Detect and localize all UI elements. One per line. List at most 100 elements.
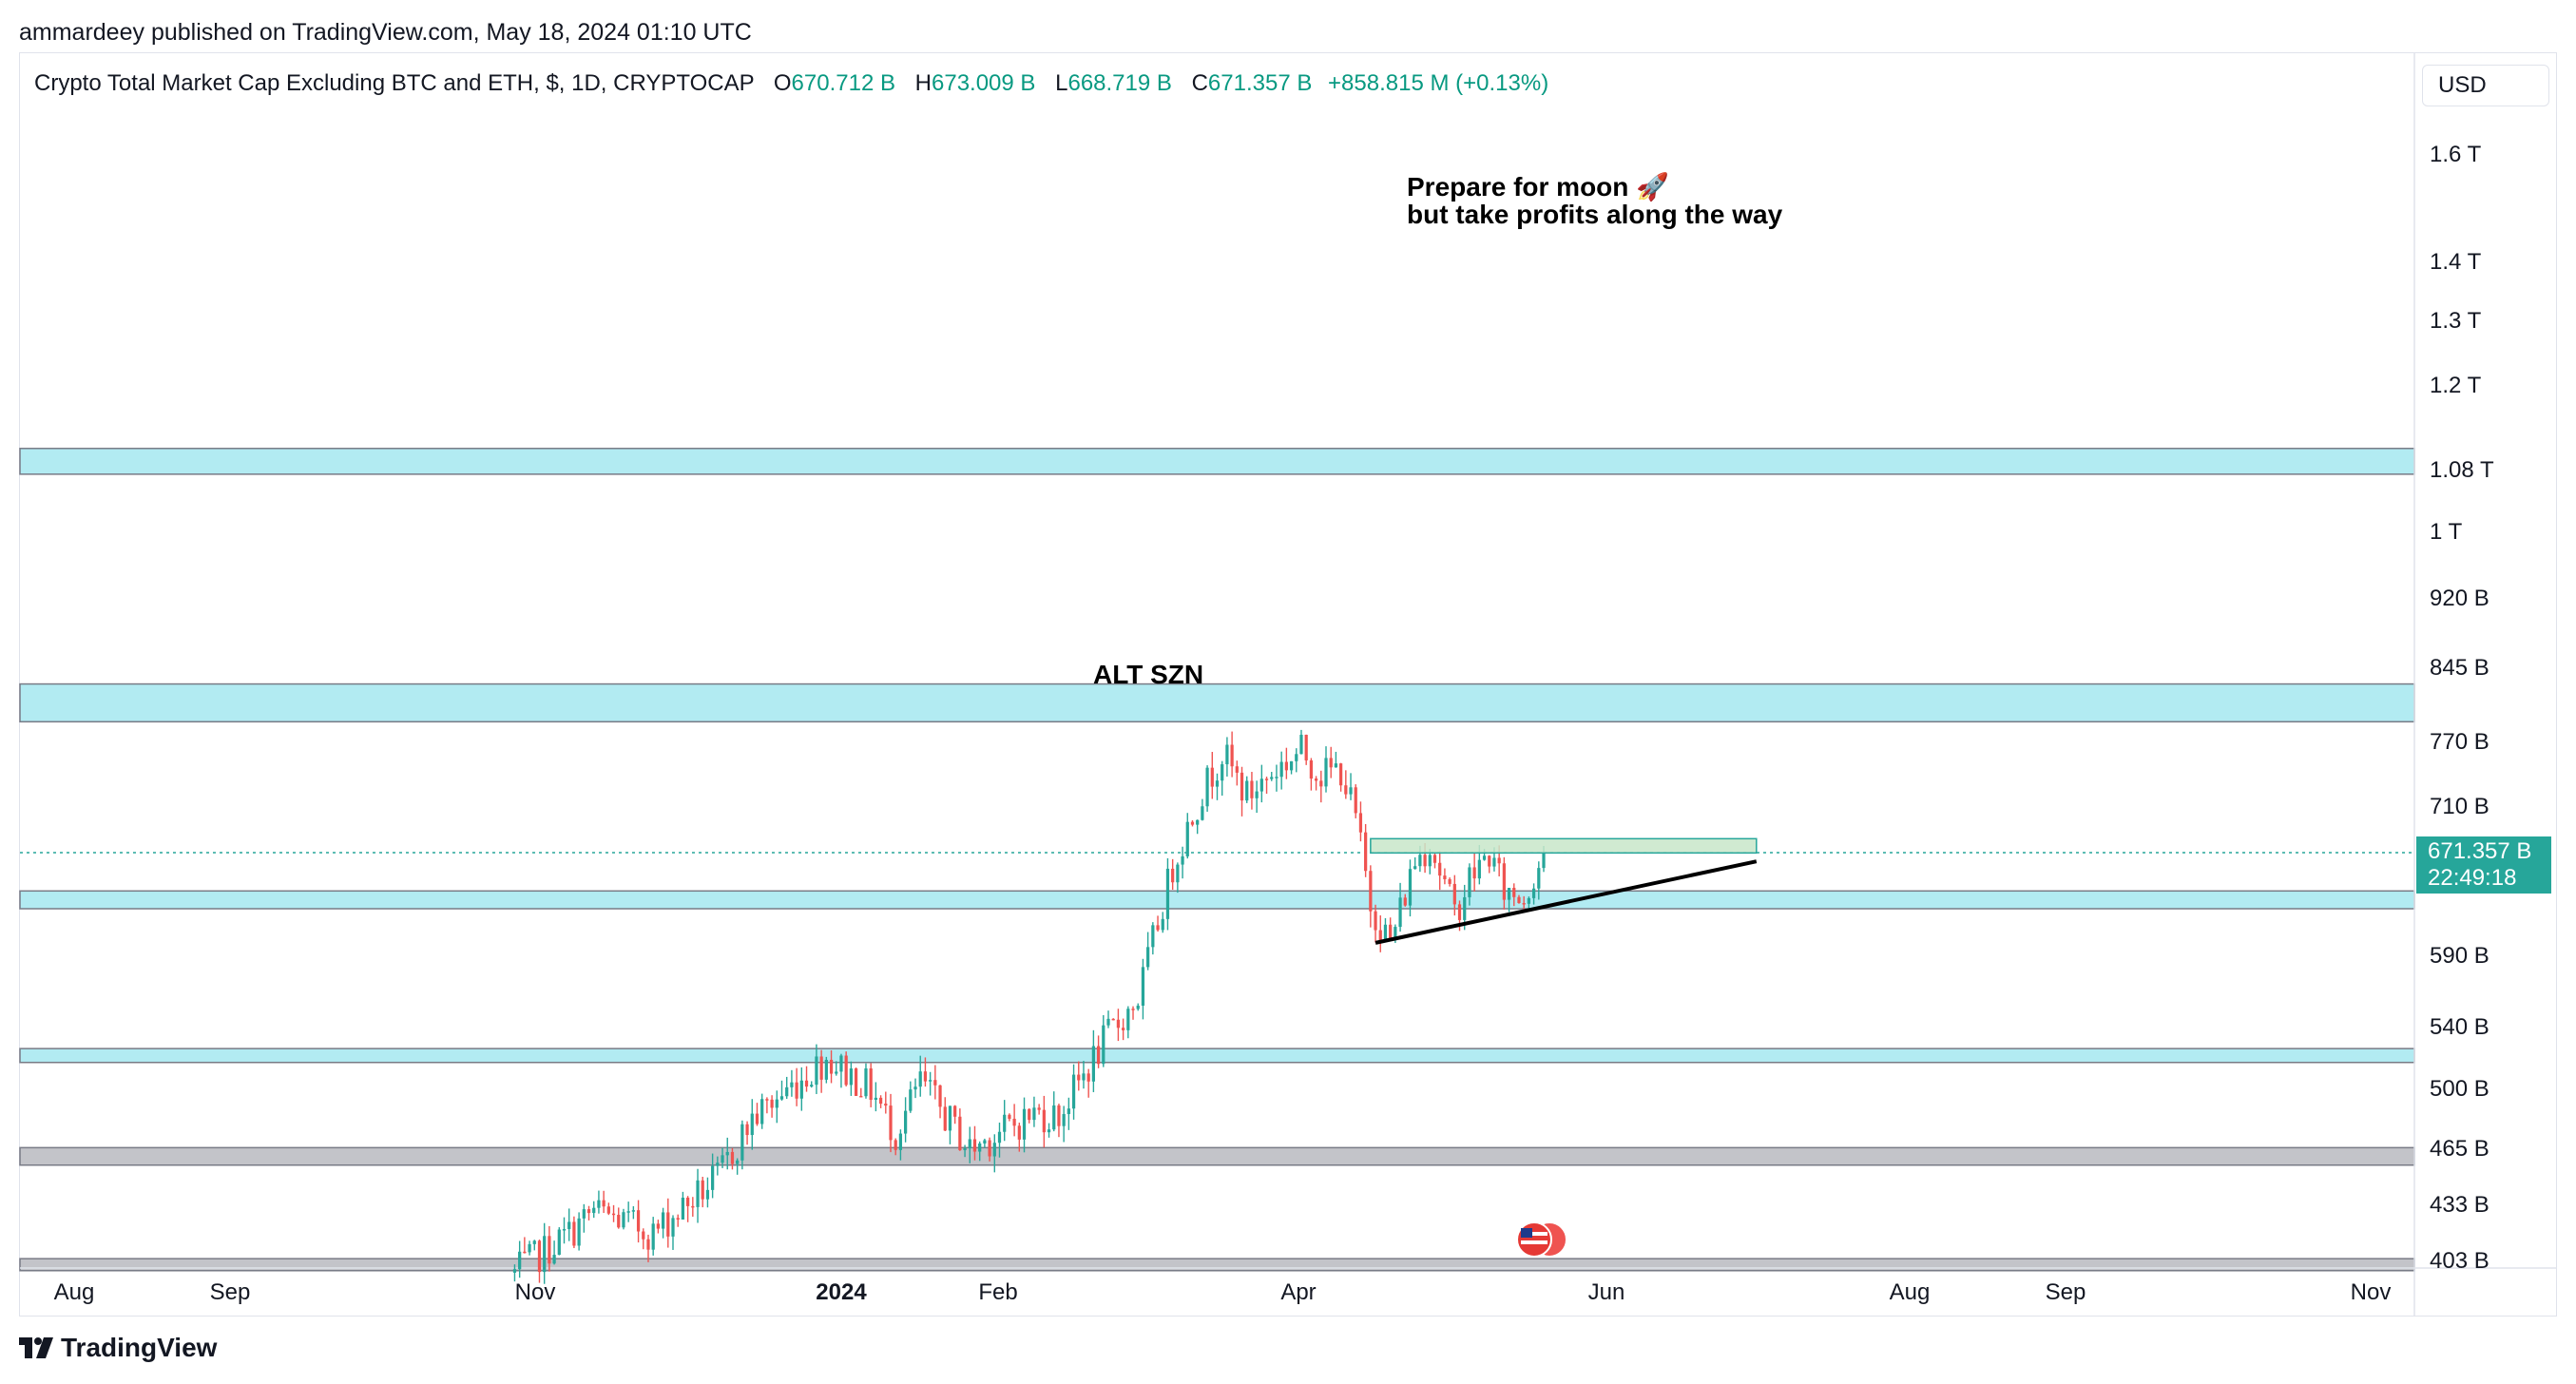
candle-body bbox=[1472, 867, 1476, 879]
candle-body bbox=[1482, 855, 1487, 860]
tradingview-logo[interactable]: TradingView bbox=[19, 1333, 217, 1363]
candle-body bbox=[1512, 887, 1516, 897]
candle-body bbox=[1452, 883, 1456, 905]
candle-body bbox=[557, 1229, 561, 1256]
candle-body bbox=[1012, 1118, 1016, 1126]
candle bbox=[1295, 748, 1298, 773]
candle bbox=[1408, 859, 1413, 917]
candle-body bbox=[572, 1221, 576, 1246]
candle-body bbox=[1334, 763, 1338, 768]
candle-body bbox=[1383, 924, 1388, 941]
candle bbox=[636, 1200, 641, 1243]
candle-body bbox=[790, 1082, 794, 1087]
candle bbox=[839, 1053, 843, 1088]
candle bbox=[537, 1240, 542, 1283]
candle-body bbox=[923, 1071, 928, 1082]
candle bbox=[953, 1105, 957, 1124]
candle bbox=[997, 1122, 1002, 1158]
candle bbox=[878, 1095, 883, 1108]
candle-body bbox=[1205, 767, 1209, 807]
candle bbox=[983, 1138, 987, 1148]
currency-button[interactable]: USD bbox=[2422, 65, 2549, 106]
candle-body bbox=[775, 1099, 779, 1108]
legend-high-label: H bbox=[914, 70, 932, 96]
moon-annotation[interactable]: Prepare for moon 🚀 but take profits alon… bbox=[1407, 173, 1782, 228]
y-tick-label: 1.2 T bbox=[2430, 373, 2482, 398]
legend-high: 673.009 B bbox=[932, 70, 1036, 96]
candle-body bbox=[1443, 875, 1447, 879]
candle bbox=[617, 1207, 621, 1229]
candle-body bbox=[1221, 764, 1224, 781]
candle bbox=[1091, 1029, 1095, 1092]
candle-body bbox=[736, 1160, 740, 1164]
support-resistance-zone bbox=[19, 1146, 2415, 1166]
candle-body bbox=[815, 1056, 818, 1086]
candle-body bbox=[765, 1099, 769, 1101]
candle bbox=[904, 1097, 908, 1143]
candle-body bbox=[1146, 947, 1150, 968]
candle bbox=[750, 1099, 754, 1150]
us-flag-event-icon[interactable] bbox=[1513, 1221, 1572, 1259]
candle bbox=[1344, 770, 1348, 799]
candle-body bbox=[1275, 777, 1278, 778]
candle bbox=[909, 1081, 913, 1113]
candle bbox=[1349, 773, 1353, 800]
candle bbox=[518, 1240, 522, 1278]
x-tick-label: Sep bbox=[209, 1279, 251, 1305]
candle-body bbox=[691, 1205, 695, 1208]
alt-szn-annotation[interactable]: ALT SZN bbox=[1093, 660, 1204, 689]
candle-body bbox=[1413, 866, 1417, 870]
candle-body bbox=[983, 1140, 987, 1144]
candle bbox=[1502, 856, 1506, 910]
bar-countdown: 22:49:18 bbox=[2428, 865, 2517, 891]
candle bbox=[626, 1201, 630, 1222]
candle bbox=[716, 1156, 720, 1176]
candle bbox=[1304, 734, 1308, 765]
candle-body bbox=[799, 1080, 803, 1099]
candle bbox=[666, 1198, 670, 1248]
candle bbox=[1136, 1003, 1140, 1011]
candle bbox=[790, 1069, 794, 1097]
candle bbox=[1190, 819, 1195, 827]
candle bbox=[1240, 766, 1244, 817]
candle-body bbox=[1264, 778, 1269, 780]
candle-body bbox=[1354, 787, 1357, 814]
candle-body bbox=[953, 1105, 957, 1117]
candle-body bbox=[894, 1140, 897, 1150]
x-tick-label: Aug bbox=[1889, 1279, 1931, 1305]
candle bbox=[611, 1204, 616, 1222]
candle-body bbox=[1279, 761, 1283, 778]
candle bbox=[824, 1056, 828, 1084]
candle-body bbox=[835, 1071, 838, 1074]
candle-body bbox=[968, 1139, 971, 1149]
candle-body bbox=[1230, 744, 1234, 767]
candle bbox=[1003, 1100, 1007, 1142]
candle-body bbox=[1542, 852, 1546, 869]
x-tick-label: 2024 bbox=[816, 1279, 867, 1305]
candle-body bbox=[602, 1200, 606, 1207]
candle-body bbox=[1245, 780, 1249, 801]
candle-body bbox=[1022, 1108, 1027, 1140]
candle bbox=[829, 1049, 834, 1084]
candle-body bbox=[943, 1106, 947, 1131]
candle-body bbox=[1408, 869, 1413, 906]
candle bbox=[799, 1067, 803, 1111]
candle bbox=[898, 1129, 903, 1161]
candle-body bbox=[1488, 855, 1491, 867]
candle-body bbox=[1096, 1046, 1101, 1065]
candle bbox=[532, 1240, 536, 1251]
candle bbox=[933, 1065, 937, 1100]
candle bbox=[1289, 760, 1294, 775]
candle bbox=[1096, 1035, 1101, 1068]
candle-body bbox=[1389, 924, 1393, 939]
y-tick-label: 500 B bbox=[2430, 1076, 2489, 1102]
candle-body bbox=[1071, 1074, 1076, 1109]
candle-body bbox=[537, 1240, 542, 1273]
candle bbox=[1235, 760, 1239, 786]
y-tick-label: 1.3 T bbox=[2430, 308, 2482, 334]
candle-body bbox=[1210, 767, 1214, 787]
candle-body bbox=[686, 1198, 690, 1206]
candle-body bbox=[864, 1068, 868, 1097]
candle bbox=[1264, 777, 1269, 795]
